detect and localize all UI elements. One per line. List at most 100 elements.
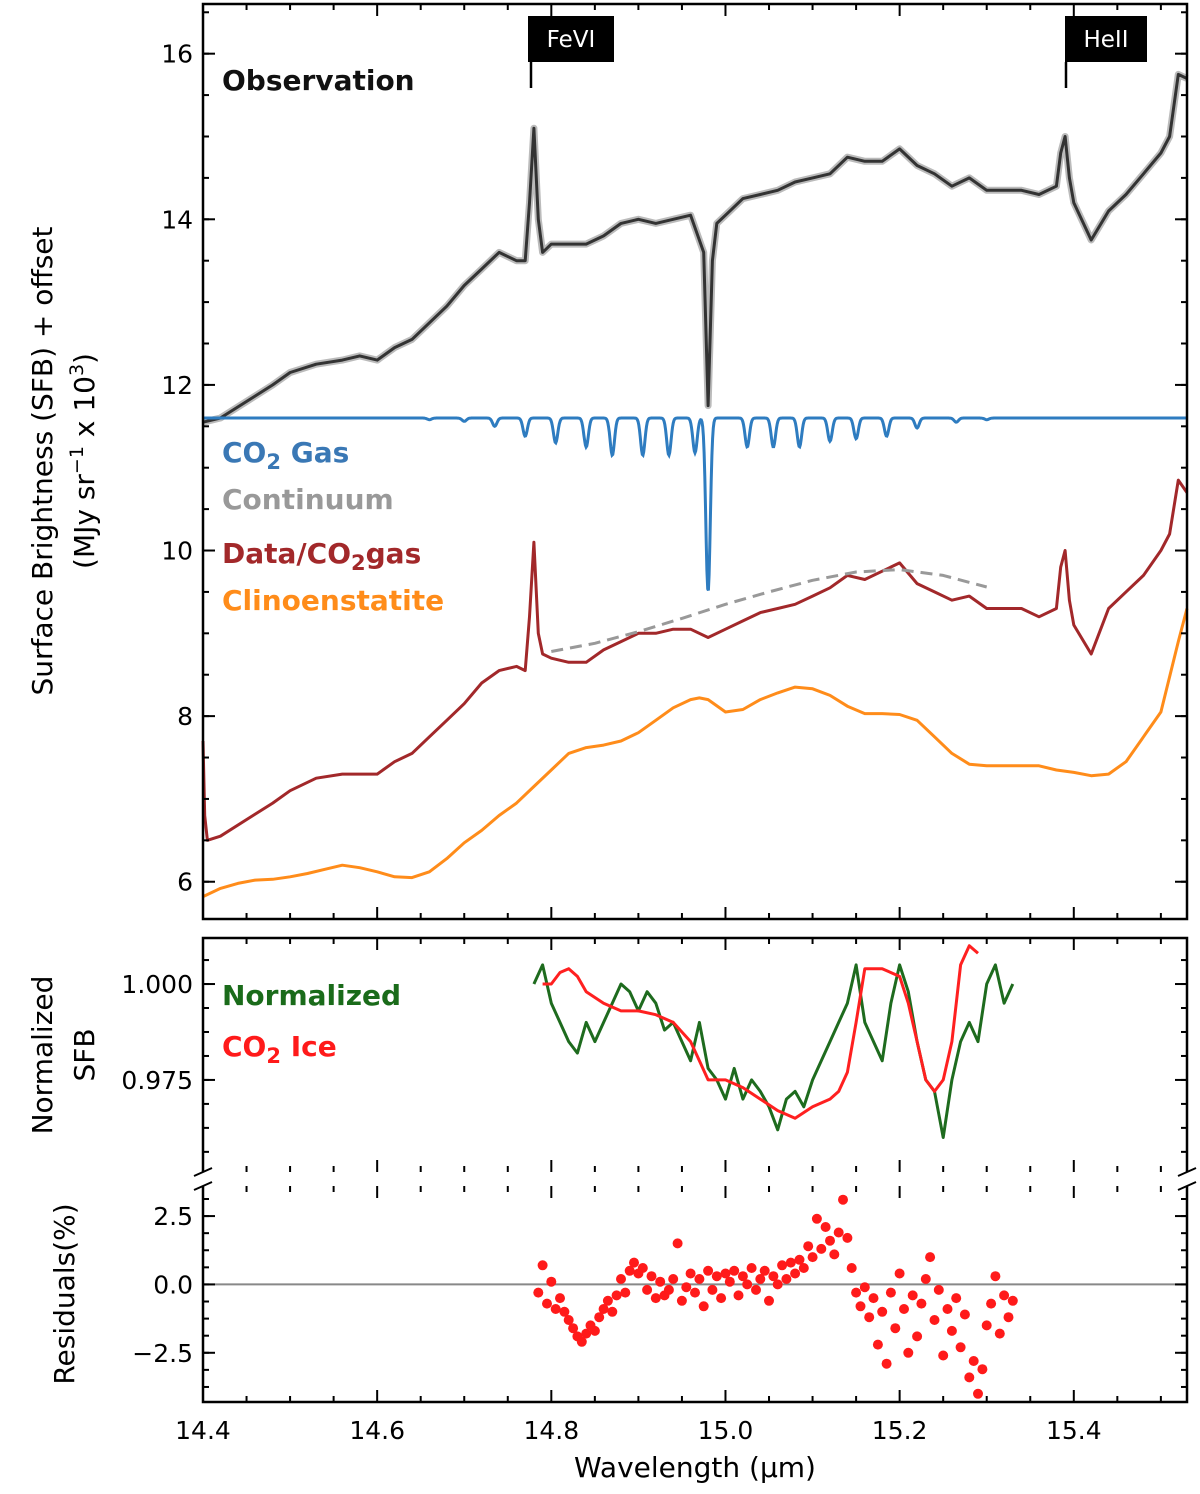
residual-point (999, 1290, 1010, 1301)
residual-point (859, 1282, 870, 1293)
residual-point (698, 1301, 709, 1312)
residual-point (816, 1243, 827, 1254)
residual-point (581, 1328, 592, 1339)
residual-point (951, 1293, 962, 1304)
residual-point (868, 1293, 879, 1304)
residual-point (925, 1252, 936, 1263)
bottom-ytick-label: −2.5 (132, 1339, 193, 1368)
residual-point (842, 1232, 853, 1243)
residual-point (1007, 1295, 1018, 1306)
legend-co2-gas-sub: 2 (266, 450, 281, 474)
legend-clinoenstatite: Clinoenstatite (222, 584, 444, 617)
line-tag-feVI-label: FeVI (547, 27, 596, 53)
residual-point (903, 1347, 914, 1358)
legend-co2-ice: CO2 Ice (222, 1030, 337, 1068)
axis-break-marks (193, 1167, 1197, 1191)
residual-point (768, 1271, 779, 1282)
residual-point (555, 1293, 565, 1304)
residual-point (881, 1358, 892, 1369)
x-axis-label: Wavelength (µm) (574, 1451, 816, 1484)
middle-series-group (532, 944, 1015, 1139)
residual-point (742, 1279, 753, 1290)
residual-point (933, 1284, 944, 1295)
legend-co2-ice-sub: 2 (266, 1044, 281, 1068)
top-ytick-label: 16 (161, 40, 193, 69)
series-co2-gas (203, 416, 1187, 592)
residual-point (977, 1364, 988, 1375)
bottom-ylabel: Residuals(%) (48, 1203, 81, 1384)
legend-data-co2gas-sub: 2 (351, 551, 366, 575)
residual-point (733, 1290, 744, 1301)
residual-point (602, 1295, 613, 1306)
residual-point (811, 1213, 822, 1224)
legend-data-co2gas: Data/CO2gas (222, 537, 421, 575)
legend-continuum: Continuum (222, 483, 394, 516)
residual-point (759, 1265, 770, 1276)
residual-point (663, 1284, 674, 1295)
residual-point (755, 1274, 766, 1284)
top-ylabel-line2: (MJy sr−1 x 103) (66, 353, 101, 569)
line-tag-heII-label: HeII (1083, 27, 1128, 53)
top-series-group (201, 70, 1189, 898)
x-tick-label: 15.0 (698, 1416, 754, 1445)
bottom-panel: 14.4 14.6 14.8 15.0 15.2 15.4 −2.5 0.0 2.5 Resid… (48, 1186, 1189, 1484)
residual-point (790, 1268, 801, 1279)
residual-point (820, 1222, 831, 1232)
residual-point (968, 1356, 979, 1366)
top-axes: 6 8 10 12 14 16 (161, 4, 1187, 919)
residual-point (833, 1227, 844, 1238)
middle-plot-frame (201, 936, 1189, 1172)
break-mark-right-upper (1177, 1167, 1197, 1177)
top-ylabel-unit-mid: x 10 (68, 376, 101, 446)
legend-data-co2gas-post: gas (366, 537, 422, 570)
residual-point (594, 1312, 605, 1323)
residual-point (929, 1315, 940, 1325)
residual-point (855, 1301, 866, 1312)
residual-point (794, 1254, 805, 1265)
bottom-ytick-label: 2.5 (153, 1202, 193, 1231)
residual-point (724, 1276, 735, 1287)
residual-point (959, 1309, 970, 1320)
residual-point (807, 1252, 818, 1263)
residual-point (589, 1325, 600, 1336)
residual-point (907, 1290, 918, 1301)
residual-point (650, 1293, 661, 1304)
residual-point (798, 1263, 809, 1273)
top-ylabel-unit-suffix: ) (68, 353, 101, 364)
residual-point (894, 1268, 905, 1279)
residual-point (737, 1271, 748, 1282)
legend-co2-gas-post: Gas (281, 436, 349, 469)
residual-point (964, 1372, 975, 1383)
residual-point (781, 1274, 792, 1284)
series-clinoenstatite (202, 608, 1189, 898)
top-ylabel-unit-sup1: −1 (66, 446, 88, 474)
residual-point (681, 1282, 692, 1293)
residual-point (785, 1257, 796, 1268)
residual-point (629, 1257, 639, 1268)
residual-point (829, 1249, 840, 1260)
residual-point (877, 1306, 888, 1317)
line-tag-heII: HeII (1064, 16, 1147, 88)
residual-point (576, 1336, 587, 1347)
x-tick-label: 15.4 (1046, 1416, 1102, 1445)
legend-co2-gas-pre: CO (222, 436, 266, 469)
legend-co2-ice-post: Ice (281, 1030, 337, 1063)
residual-point (825, 1235, 835, 1246)
top-ylabel-unit-sup2: 3 (66, 364, 88, 376)
residual-point (668, 1274, 679, 1284)
residual-point (720, 1268, 731, 1279)
residual-point (986, 1298, 997, 1309)
residual-point (637, 1263, 648, 1273)
residual-point (550, 1304, 561, 1314)
residual-point (916, 1298, 927, 1309)
residual-point (764, 1295, 774, 1306)
break-mark-left-upper (193, 1167, 213, 1177)
x-tick-label: 15.2 (872, 1416, 928, 1445)
residual-point (885, 1287, 896, 1298)
residual-point (703, 1265, 714, 1276)
residual-point (607, 1306, 618, 1317)
residual-point (546, 1276, 557, 1287)
bottom-ytick-label: 0.0 (153, 1270, 193, 1299)
x-tick-label: 14.4 (175, 1416, 231, 1445)
